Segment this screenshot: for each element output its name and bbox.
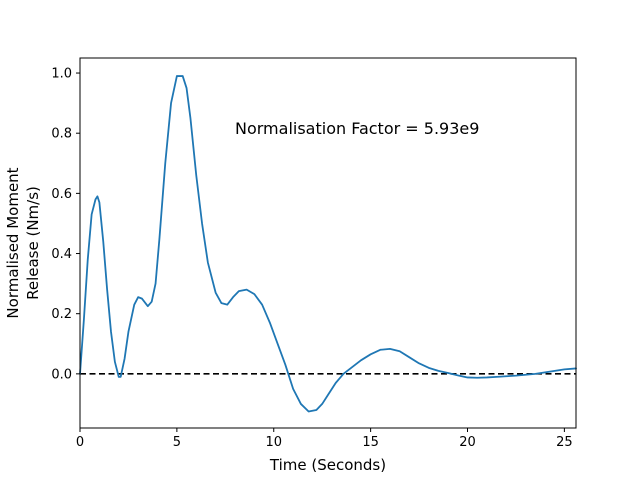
x-tick-label: 10	[265, 435, 282, 450]
x-tick-label: 0	[76, 435, 84, 450]
y-tick-label: 1.0	[51, 67, 72, 82]
y-axis-title-line-2: Release (Nm/s)	[24, 186, 42, 300]
plot-frame	[79, 57, 577, 429]
x-tick-label: 25	[556, 435, 573, 450]
series-line-0	[79, 75, 577, 413]
x-tick-label: 15	[362, 435, 379, 450]
y-axis-title-line-1: Normalised Moment	[4, 167, 22, 318]
y-tick-label: 0.0	[51, 367, 72, 382]
y-tick-label: 0.8	[51, 127, 72, 142]
x-axis-title: Time (Seconds)	[269, 456, 386, 474]
x-tick-label: 5	[173, 435, 181, 450]
y-tick-label: 0.4	[51, 247, 72, 262]
axes: 0 5 10 15 20 25 0.0 0.2 0.4 0.6 0.8 1.0	[51, 57, 577, 450]
normalisation-annotation: Normalisation Factor = 5.93e9	[235, 119, 479, 138]
x-tick-label: 20	[459, 435, 476, 450]
y-tick-label: 0.2	[51, 307, 72, 322]
y-tick-label: 0.6	[51, 187, 72, 202]
